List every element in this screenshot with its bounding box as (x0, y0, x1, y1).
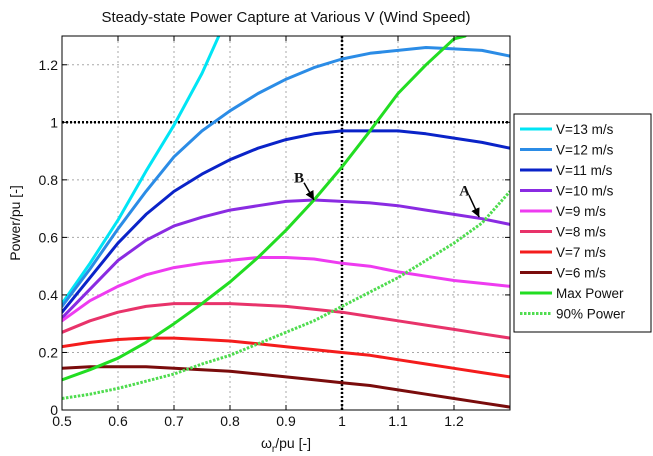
annotation-arrow (468, 195, 480, 218)
legend-label: V=8 m/s (556, 225, 606, 240)
series-line-v-12-m-s (62, 46, 510, 308)
annotation-label: B (294, 171, 304, 187)
y-tick-label: 0.6 (39, 229, 59, 245)
y-tick-label: 0.4 (39, 287, 59, 303)
annotation-arrow (303, 182, 315, 201)
series-line-v-11-m-s (62, 129, 510, 314)
x-tick-label: 1 (338, 413, 346, 429)
legend-label: V=11 m/s (556, 163, 613, 178)
series-line-v-7-m-s (62, 336, 510, 379)
x-tick-label: 0.8 (220, 413, 240, 429)
series-line-90-power (62, 190, 510, 400)
legend-label: V=13 m/s (556, 122, 614, 137)
legend-label: V=7 m/s (556, 245, 606, 260)
x-tick-label: 0.5 (52, 413, 72, 429)
annotation-label: A (459, 184, 470, 200)
legend-label: 90% Power (556, 307, 626, 322)
x-tick-label: 0.9 (276, 413, 296, 429)
legend-label: V=10 m/s (556, 184, 614, 199)
series-line-v-6-m-s (62, 365, 510, 409)
x-axis-label-main: ω (261, 435, 272, 451)
x-tick-label: 1.1 (388, 413, 408, 429)
x-tick-label: 1.2 (444, 413, 464, 429)
axis-ticks: 0.5 0.6 0.7 0.8 0.9 1 1.1 1.2 0 0.2 0.4 0.6 0.8 1 1.2 (39, 36, 510, 429)
chart-title: Steady-state Power Capture at Various V … (101, 9, 470, 26)
x-tick-label: 0.6 (108, 413, 128, 429)
legend-label: V=9 m/s (556, 204, 606, 219)
y-tick-label: 0 (50, 402, 58, 418)
y-tick-label: 1 (50, 114, 58, 130)
series-line-v-13-m-s (62, 36, 221, 306)
series-line-max-power (62, 36, 467, 382)
x-axis-label: ωr/pu [-] (261, 435, 311, 455)
y-tick-label: 1.2 (39, 57, 59, 73)
reference-lines (62, 36, 510, 410)
x-tick-label: 0.7 (164, 413, 184, 429)
legend-label: V=6 m/s (556, 266, 606, 281)
series-line-v-9-m-s (62, 256, 510, 323)
series-lines (62, 36, 510, 409)
y-tick-label: 0.8 (39, 172, 59, 188)
y-axis-label: Power/pu [-] (7, 185, 23, 260)
legend-entries: V=13 m/s V=12 m/s V=11 m/s V=10 m/s V=9 m/s V… (520, 122, 626, 322)
grid-lines (62, 36, 510, 410)
series-line-v-10-m-s (62, 198, 510, 320)
legend-label: Max Power (556, 286, 624, 301)
legend-label: V=12 m/s (556, 143, 614, 158)
annotations: BA (294, 171, 480, 218)
series-line-v-8-m-s (62, 302, 510, 340)
x-axis-label-subscript: r (272, 444, 276, 455)
x-axis-label-rest: /pu [-] (275, 435, 311, 451)
y-tick-label: 0.2 (39, 344, 59, 360)
